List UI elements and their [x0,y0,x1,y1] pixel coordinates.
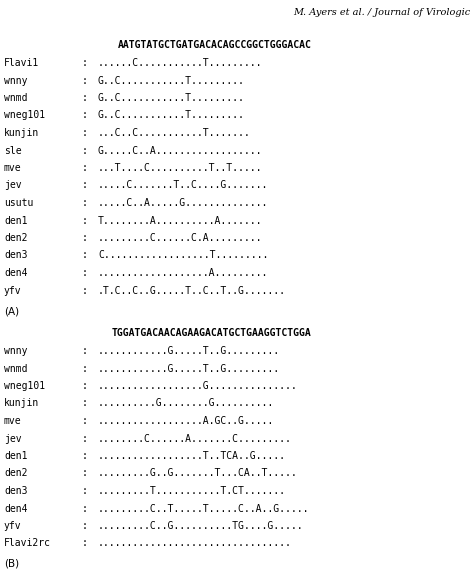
Text: :: : [82,451,88,461]
Text: jev: jev [4,434,22,443]
Text: .........T...........T.CT.......: .........T...........T.CT....... [98,486,286,496]
Text: yfv: yfv [4,286,22,295]
Text: :: : [82,180,88,191]
Text: den3: den3 [4,250,27,261]
Text: G..C...........T.........: G..C...........T......... [98,110,245,120]
Text: :: : [82,486,88,496]
Text: den2: den2 [4,469,27,479]
Text: den4: den4 [4,503,27,513]
Text: .T.C..C..G.....T..C..T..G.......: .T.C..C..G.....T..C..T..G....... [98,286,286,295]
Text: :: : [82,398,88,409]
Text: mve: mve [4,416,22,426]
Text: den1: den1 [4,451,27,461]
Text: ...T....C..........T..T.....: ...T....C..........T..T..... [98,163,263,173]
Text: :: : [82,110,88,120]
Text: G..C...........T.........: G..C...........T......... [98,76,245,86]
Text: :: : [82,58,88,68]
Text: :: : [82,416,88,426]
Text: .....C.......T..C....G.......: .....C.......T..C....G....... [98,180,268,191]
Text: :: : [82,286,88,295]
Text: :: : [82,469,88,479]
Text: C..................T.........: C..................T......... [98,250,268,261]
Text: :: : [82,521,88,531]
Text: :: : [82,434,88,443]
Text: ............G.....T..G.........: ............G.....T..G......... [98,346,280,356]
Text: .....C..A.....G..............: .....C..A.....G.............. [98,198,268,208]
Text: sle: sle [4,146,22,155]
Text: .........G..G.......T...CA..T.....: .........G..G.......T...CA..T..... [98,469,298,479]
Text: ......C...........T.........: ......C...........T......... [98,58,263,68]
Text: Flavi1: Flavi1 [4,58,39,68]
Text: :: : [82,93,88,103]
Text: wneg101: wneg101 [4,110,45,120]
Text: .........C..G..........TG....G.....: .........C..G..........TG....G..... [98,521,304,531]
Text: .........C..T.....T.....C..A..G.....: .........C..T.....T.....C..A..G..... [98,503,310,513]
Text: ...................A.........: ...................A......... [98,268,268,278]
Text: jev: jev [4,180,22,191]
Text: Flavi2rc: Flavi2rc [4,539,51,549]
Text: :: : [82,146,88,155]
Text: den3: den3 [4,486,27,496]
Text: kunjin: kunjin [4,128,39,138]
Text: ..................G...............: ..................G............... [98,381,298,391]
Text: wnmd: wnmd [4,364,27,373]
Text: :: : [82,128,88,138]
Text: :: : [82,268,88,278]
Text: G.....C..A..................: G.....C..A.................. [98,146,263,155]
Text: ........C......A.......C.........: ........C......A.......C......... [98,434,292,443]
Text: :: : [82,250,88,261]
Text: ............G.....T..G.........: ............G.....T..G......... [98,364,280,373]
Text: :: : [82,216,88,225]
Text: :: : [82,364,88,373]
Text: :: : [82,539,88,549]
Text: T........A..........A.......: T........A..........A....... [98,216,263,225]
Text: den4: den4 [4,268,27,278]
Text: wneg101: wneg101 [4,381,45,391]
Text: mve: mve [4,163,22,173]
Text: AATGTATGCTGATGACACAGCCGGCTGGGACAC: AATGTATGCTGATGACACAGCCGGCTGGGACAC [118,40,312,50]
Text: :: : [82,346,88,356]
Text: wnny: wnny [4,76,27,86]
Text: ..........G........G..........: ..........G........G.......... [98,398,274,409]
Text: yfv: yfv [4,521,22,531]
Text: den2: den2 [4,233,27,243]
Text: :: : [82,76,88,86]
Text: G..C...........T.........: G..C...........T......... [98,93,245,103]
Text: TGGATGACAACAGAAGACATGCTGAAGGTCTGGA: TGGATGACAACAGAAGACATGCTGAAGGTCTGGA [112,328,312,338]
Text: .........C......C.A.........: .........C......C.A......... [98,233,263,243]
Text: (A): (A) [4,306,19,316]
Text: wnmd: wnmd [4,93,27,103]
Text: (B): (B) [4,559,19,569]
Text: ..................A.GC..G.....: ..................A.GC..G..... [98,416,274,426]
Text: wnny: wnny [4,346,27,356]
Text: :: : [82,163,88,173]
Text: :: : [82,198,88,208]
Text: kunjin: kunjin [4,398,39,409]
Text: :: : [82,503,88,513]
Text: usutu: usutu [4,198,33,208]
Text: :: : [82,233,88,243]
Text: M. Ayers et al. / Journal of Virologic: M. Ayers et al. / Journal of Virologic [293,8,470,17]
Text: .................................: ................................. [98,539,292,549]
Text: den1: den1 [4,216,27,225]
Text: ..................T..TCA..G.....: ..................T..TCA..G..... [98,451,286,461]
Text: ...C..C...........T.......: ...C..C...........T....... [98,128,251,138]
Text: :: : [82,381,88,391]
